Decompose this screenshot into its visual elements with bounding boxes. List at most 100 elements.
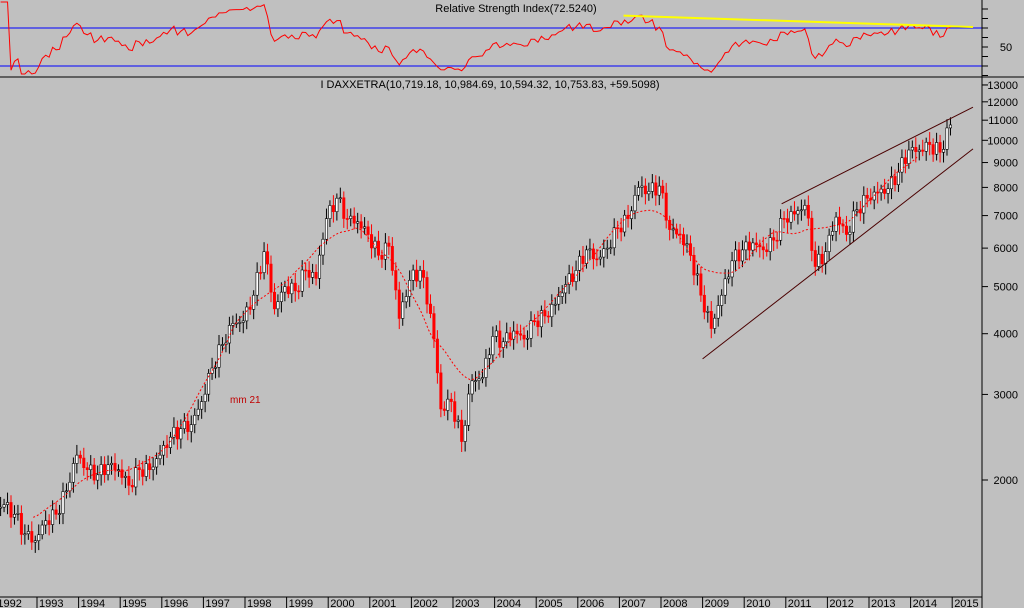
candle-body [810, 217, 814, 251]
candle-body [71, 463, 75, 483]
candle [130, 479, 134, 493]
candle [612, 218, 616, 256]
candle-body [137, 467, 141, 471]
candle [487, 347, 491, 370]
candle-body [723, 278, 727, 296]
candle [890, 166, 894, 200]
candle [817, 245, 821, 271]
candle-body [231, 323, 235, 326]
candle [64, 483, 68, 499]
candle [401, 292, 405, 326]
candle [290, 278, 294, 303]
candle-body [401, 301, 405, 319]
candle-body [92, 464, 96, 481]
candle [838, 206, 842, 235]
candle-body [96, 474, 100, 481]
candle [297, 285, 301, 300]
candle [647, 182, 651, 201]
candle-body [338, 197, 342, 200]
candle-body [134, 467, 138, 488]
candle [214, 361, 218, 379]
candle-body [824, 251, 828, 265]
candle [165, 435, 169, 458]
candle-body [37, 534, 41, 542]
candle [519, 324, 523, 341]
candle [841, 219, 845, 233]
price-title: I DAXXETRA(10,719.18, 10,984.69, 10,594.… [320, 79, 659, 91]
candle [418, 265, 422, 289]
candle-body [581, 255, 585, 264]
candle-body [727, 276, 731, 280]
candle [328, 200, 332, 227]
candle-body [917, 149, 921, 152]
candle [831, 221, 835, 241]
candle-body [238, 322, 242, 324]
candle-body [737, 249, 741, 262]
candle [92, 458, 96, 485]
candle-body [418, 270, 422, 282]
candle-body [588, 248, 592, 251]
candle [40, 520, 44, 540]
candle-body [855, 209, 859, 212]
candle [359, 214, 363, 239]
candle [862, 186, 866, 224]
candle-body [786, 218, 790, 223]
candle [820, 246, 824, 273]
candle [595, 248, 599, 267]
candle-body [668, 219, 672, 230]
candle [924, 137, 928, 161]
candle-body [508, 332, 512, 340]
candle-body [51, 509, 55, 525]
candle [616, 220, 620, 239]
candle-body [907, 149, 911, 164]
candle [938, 134, 942, 163]
candle [19, 505, 23, 545]
candle-body [501, 341, 505, 348]
candle [387, 236, 391, 255]
candle-body [363, 226, 367, 229]
candle-body [942, 149, 946, 153]
candle [574, 260, 578, 291]
candle-body [78, 454, 82, 459]
candle [175, 420, 179, 450]
candle [158, 444, 162, 465]
candle-body [702, 294, 706, 313]
candle-body [259, 272, 263, 274]
x-tick-label: 2003 [455, 598, 479, 608]
candle-body [387, 242, 391, 247]
candle-body [661, 185, 665, 194]
candle-body [342, 197, 346, 219]
candle-body [89, 464, 93, 471]
candle [740, 240, 744, 268]
candle-body [505, 332, 509, 343]
candle [120, 459, 124, 485]
candle [366, 220, 370, 242]
candle-body [879, 188, 883, 194]
candle-body [765, 249, 769, 253]
rsi-title: Relative Strength Index(72.5240) [435, 3, 596, 15]
candle [394, 262, 398, 300]
x-tick-label: 2008 [663, 598, 687, 608]
candle-body [321, 238, 325, 256]
candle [928, 132, 932, 156]
candle-body [64, 490, 68, 493]
candle-body [415, 269, 419, 282]
candle-body [328, 205, 332, 219]
candle-body [266, 251, 270, 265]
candle [917, 144, 921, 161]
candle [512, 321, 516, 350]
candle-body [0, 506, 3, 509]
candle [747, 231, 751, 261]
candle-body [200, 401, 204, 410]
candle [200, 395, 204, 419]
candle-body [380, 254, 384, 260]
candle-body [23, 533, 27, 536]
candle-body [526, 337, 530, 340]
candle-body [820, 253, 824, 265]
candle [539, 305, 543, 338]
candle-body [432, 313, 436, 340]
candle-body [900, 157, 904, 173]
candle-body [754, 242, 758, 246]
candle [730, 251, 734, 287]
candle-body [470, 380, 474, 395]
